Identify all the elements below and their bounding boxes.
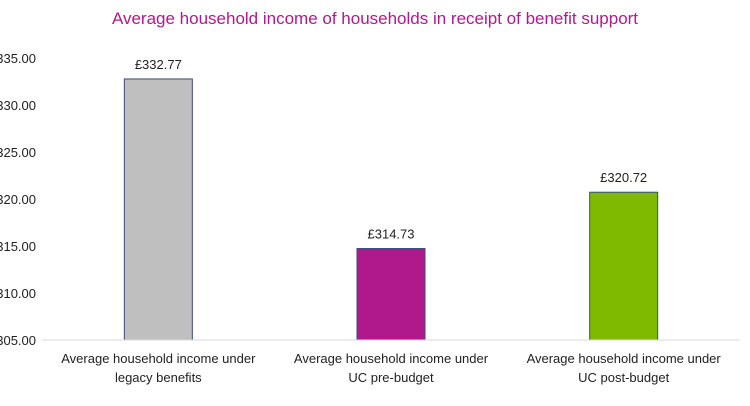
x-tick-label: Average household income under — [61, 351, 256, 366]
data-label: £332.77 — [135, 57, 182, 72]
x-tick-label: UC post-budget — [578, 370, 669, 385]
bar — [123, 78, 193, 341]
x-tick-label: Average household income under — [527, 351, 722, 366]
x-tick-label: Average household income under — [294, 351, 489, 366]
y-axis: £305.00 £310.00 £315.00 £320.00 £325.00 £330.… — [0, 51, 36, 348]
y-tick-label: £315.00 — [0, 239, 36, 254]
x-tick-label: legacy benefits — [115, 370, 202, 385]
data-label: £314.73 — [368, 227, 415, 242]
y-tick-label: £335.00 — [0, 51, 36, 66]
y-tick-label: £305.00 — [0, 333, 36, 348]
data-label: £320.72 — [600, 170, 647, 185]
y-tick-label: £320.00 — [0, 192, 36, 207]
chart-title: Average household income of households i… — [112, 9, 638, 28]
bars — [123, 78, 659, 341]
y-tick-label: £310.00 — [0, 286, 36, 301]
bar — [589, 191, 659, 341]
value-labels: £332.77 £314.73 £320.72 — [135, 57, 647, 242]
y-tick-label: £330.00 — [0, 98, 36, 113]
y-tick-label: £325.00 — [0, 145, 36, 160]
bar — [356, 248, 426, 341]
x-tick-label: UC pre-budget — [348, 370, 434, 385]
x-axis: Average household income under legacy ben… — [42, 339, 740, 385]
